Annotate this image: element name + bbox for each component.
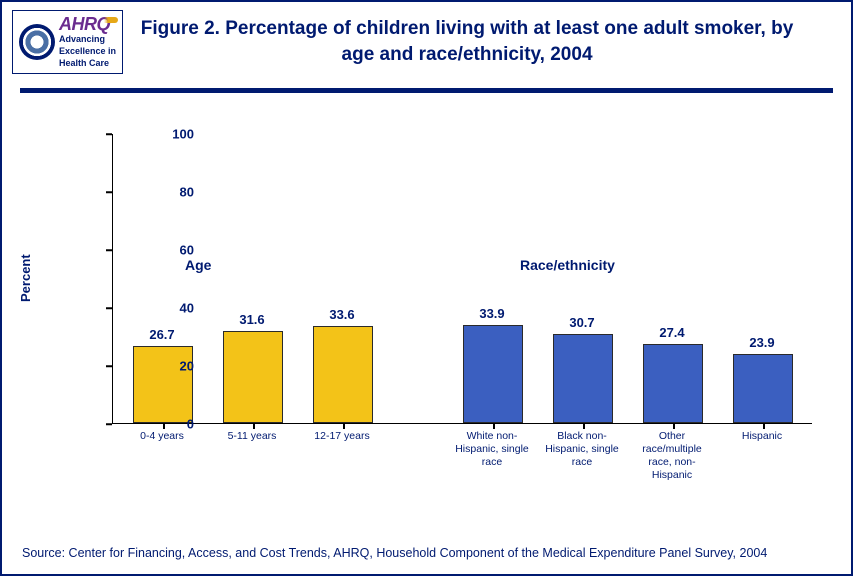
ytick-mark [106, 307, 112, 309]
hhs-seal-icon [19, 24, 55, 60]
bar [643, 344, 703, 423]
source-caption: Source: Center for Financing, Access, an… [22, 546, 831, 560]
ytick-mark [106, 249, 112, 251]
group-label: Age [185, 257, 211, 273]
xtick-label: Other race/multiple race, non-Hispanic [630, 430, 714, 483]
bar-value-label: 31.6 [212, 312, 292, 327]
ytick-mark [106, 191, 112, 193]
ytick-label: 20 [162, 359, 194, 374]
header: AHRQ Advancing Excellence in Health Care… [2, 2, 851, 82]
bar [133, 346, 193, 423]
bar [223, 331, 283, 423]
bar [553, 334, 613, 423]
ahrq-tagline-2: Excellence in [59, 47, 116, 57]
ytick-label: 80 [162, 185, 194, 200]
plot-region [112, 134, 812, 424]
chart-area: Percent 020406080100AgeRace/ethnicity26.… [40, 122, 830, 517]
bar-value-label: 23.9 [722, 335, 802, 350]
xtick-mark [343, 423, 345, 429]
bar-value-label: 27.4 [632, 325, 712, 340]
xtick-mark [253, 423, 255, 429]
ytick-label: 60 [162, 243, 194, 258]
ytick-label: 100 [162, 127, 194, 142]
header-rule [20, 88, 833, 93]
bar-value-label: 33.6 [302, 307, 382, 322]
figure-frame: AHRQ Advancing Excellence in Health Care… [0, 0, 853, 576]
bar [733, 354, 793, 423]
xtick-label: Black non-Hispanic, single race [540, 430, 624, 469]
xtick-mark [583, 423, 585, 429]
xtick-mark [763, 423, 765, 429]
y-axis-title: Percent [18, 254, 33, 302]
bar [313, 326, 373, 423]
xtick-label: Hispanic [720, 430, 804, 443]
ahrq-tagline-3: Health Care [59, 59, 116, 69]
ahrq-text-block: AHRQ Advancing Excellence in Health Care [59, 15, 116, 69]
xtick-mark [673, 423, 675, 429]
figure-title: Figure 2. Percentage of children living … [133, 16, 801, 67]
ytick-mark [106, 423, 112, 425]
xtick-mark [493, 423, 495, 429]
bar-value-label: 26.7 [122, 327, 202, 342]
ahrq-logo-box: AHRQ Advancing Excellence in Health Care [12, 10, 123, 74]
xtick-label: 5-11 years [210, 430, 294, 443]
group-label: Race/ethnicity [520, 257, 615, 273]
ytick-mark [106, 365, 112, 367]
bar-value-label: 30.7 [542, 315, 622, 330]
ytick-label: 40 [162, 301, 194, 316]
xtick-label: White non-Hispanic, single race [450, 430, 534, 469]
ahrq-wordmark: AHRQ [59, 15, 116, 33]
xtick-label: 12-17 years [300, 430, 384, 443]
title-wrap: Figure 2. Percentage of children living … [123, 10, 831, 67]
ahrq-tagline-1: Advancing [59, 35, 116, 45]
bar [463, 325, 523, 423]
xtick-label: 0-4 years [120, 430, 204, 443]
ytick-mark [106, 133, 112, 135]
bar-value-label: 33.9 [452, 306, 532, 321]
